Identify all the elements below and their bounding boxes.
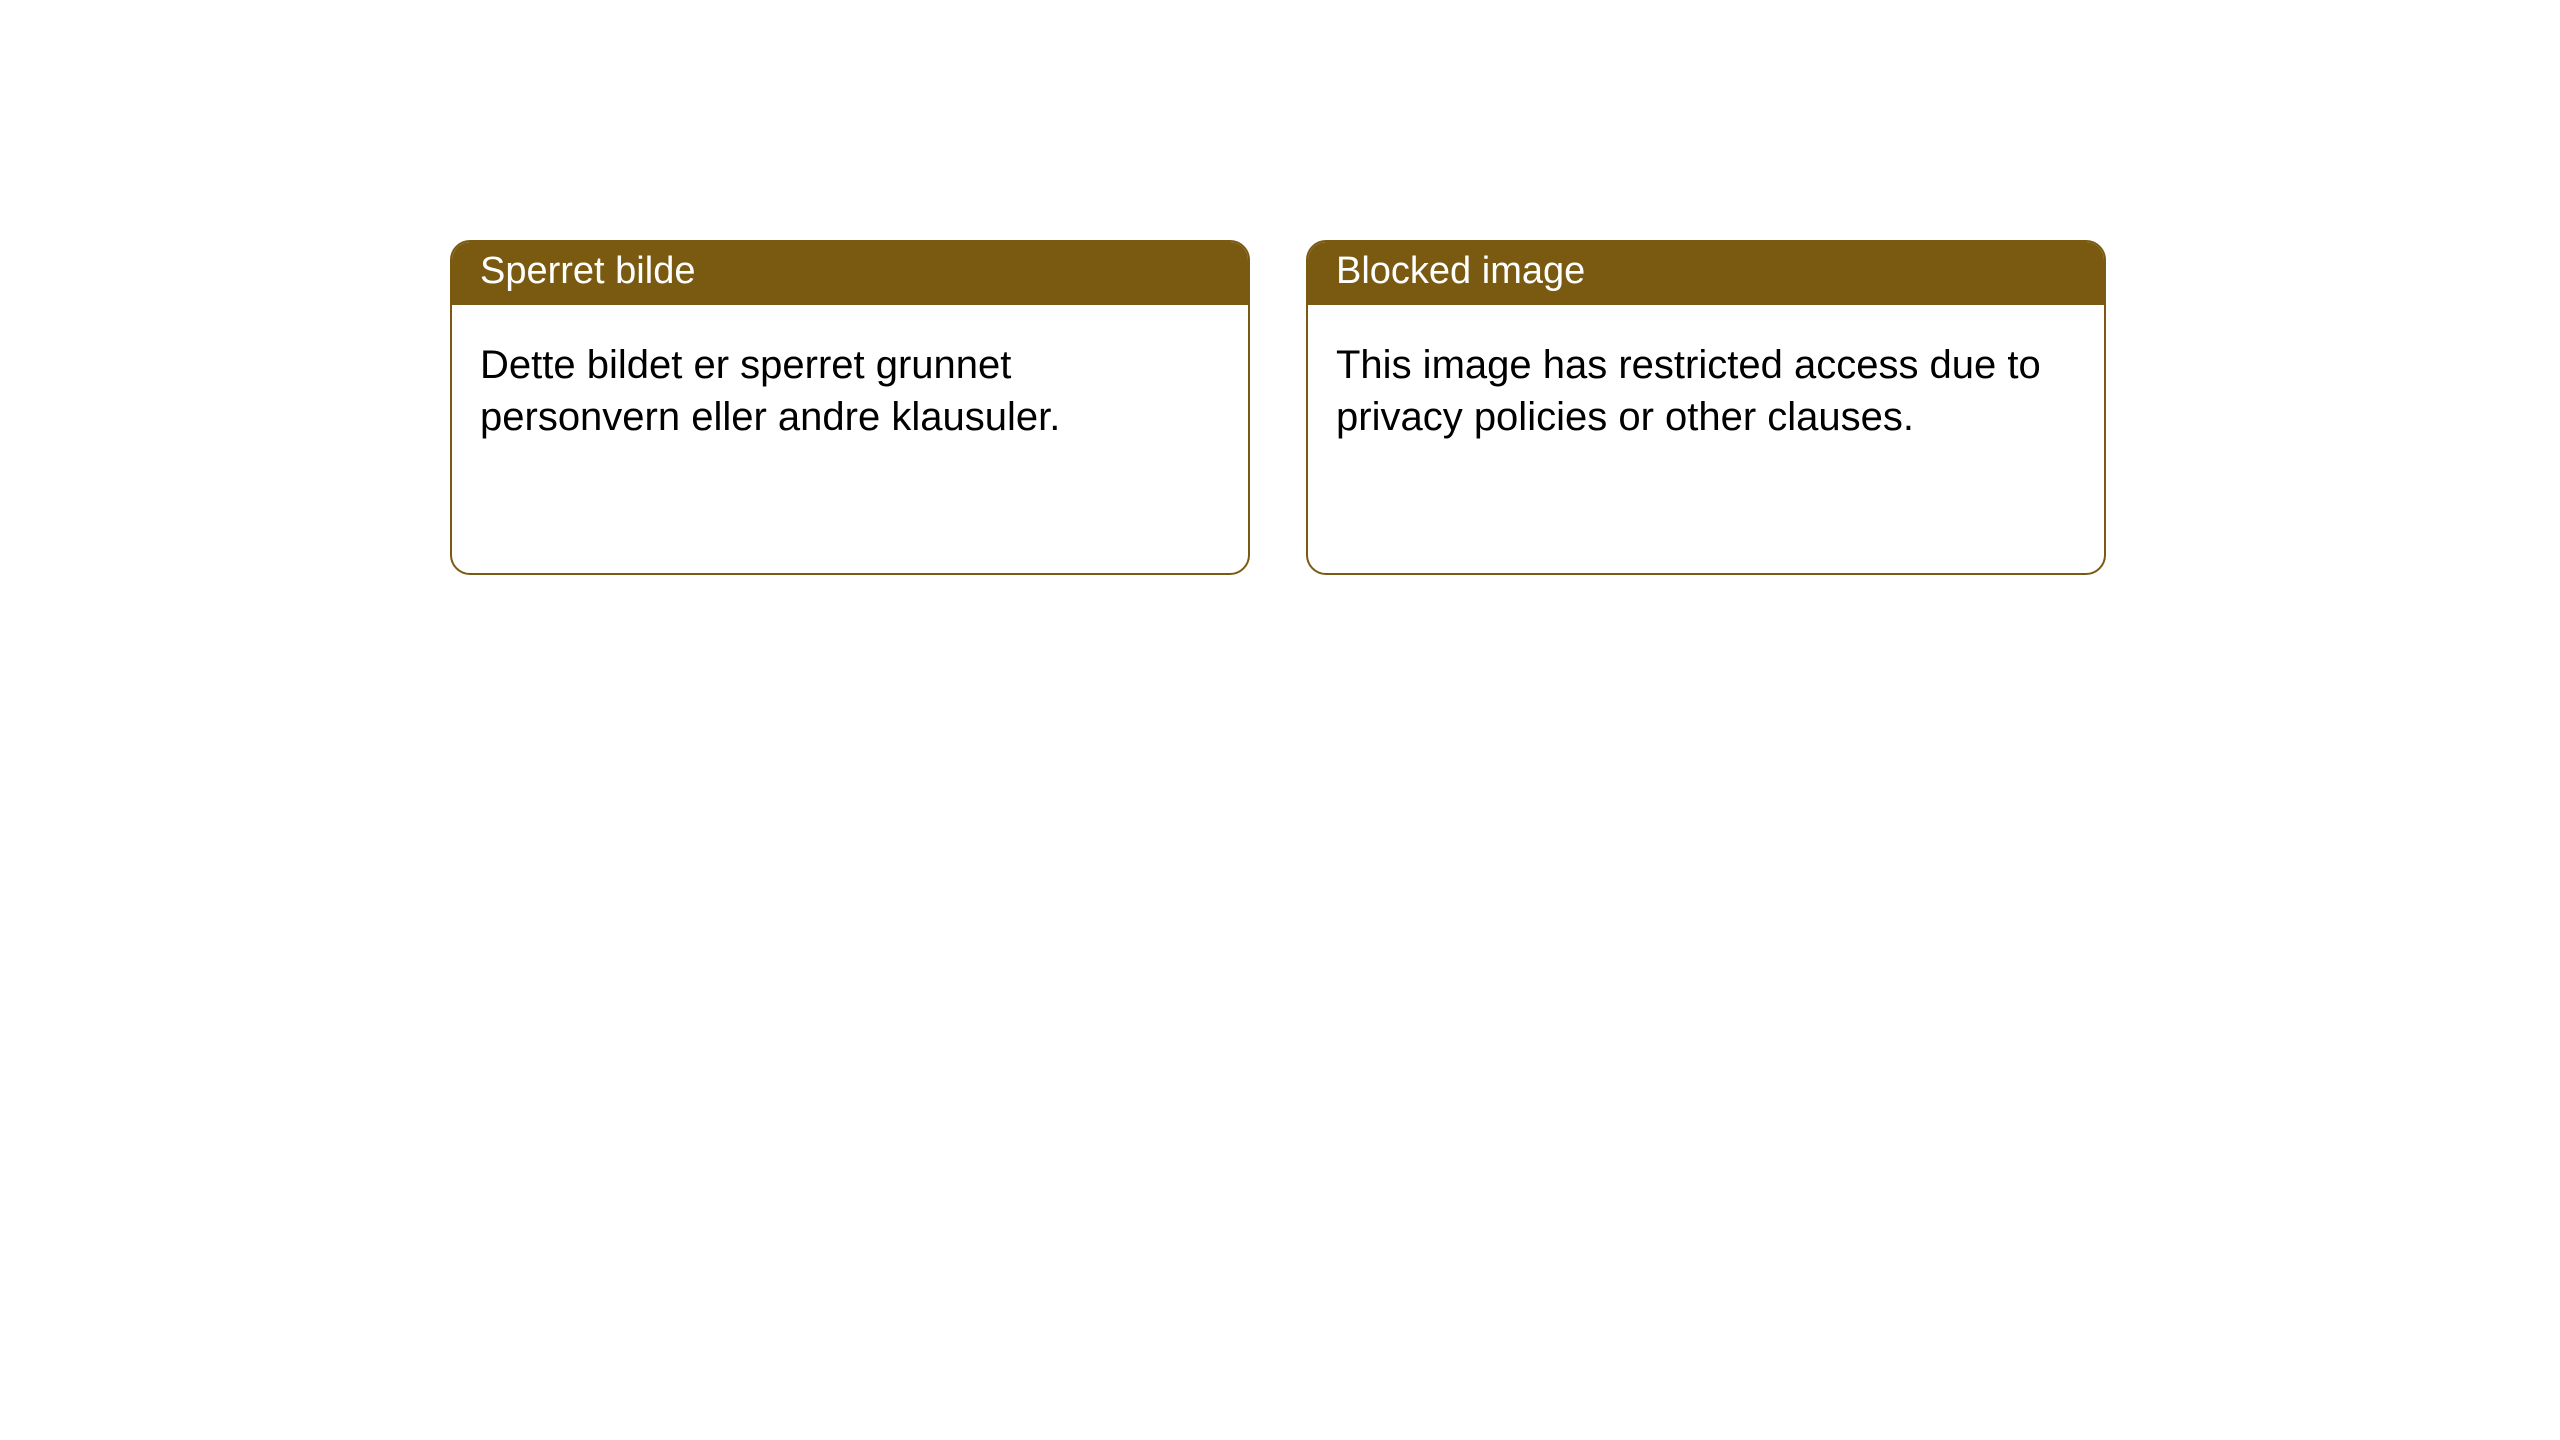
notice-body: This image has restricted access due to … — [1308, 305, 2104, 477]
notice-box-english: Blocked image This image has restricted … — [1306, 240, 2106, 575]
notice-body: Dette bildet er sperret grunnet personve… — [452, 305, 1248, 477]
notice-header: Sperret bilde — [452, 242, 1248, 305]
notice-box-norwegian: Sperret bilde Dette bildet er sperret gr… — [450, 240, 1250, 575]
notice-container: Sperret bilde Dette bildet er sperret gr… — [0, 0, 2560, 575]
notice-header: Blocked image — [1308, 242, 2104, 305]
